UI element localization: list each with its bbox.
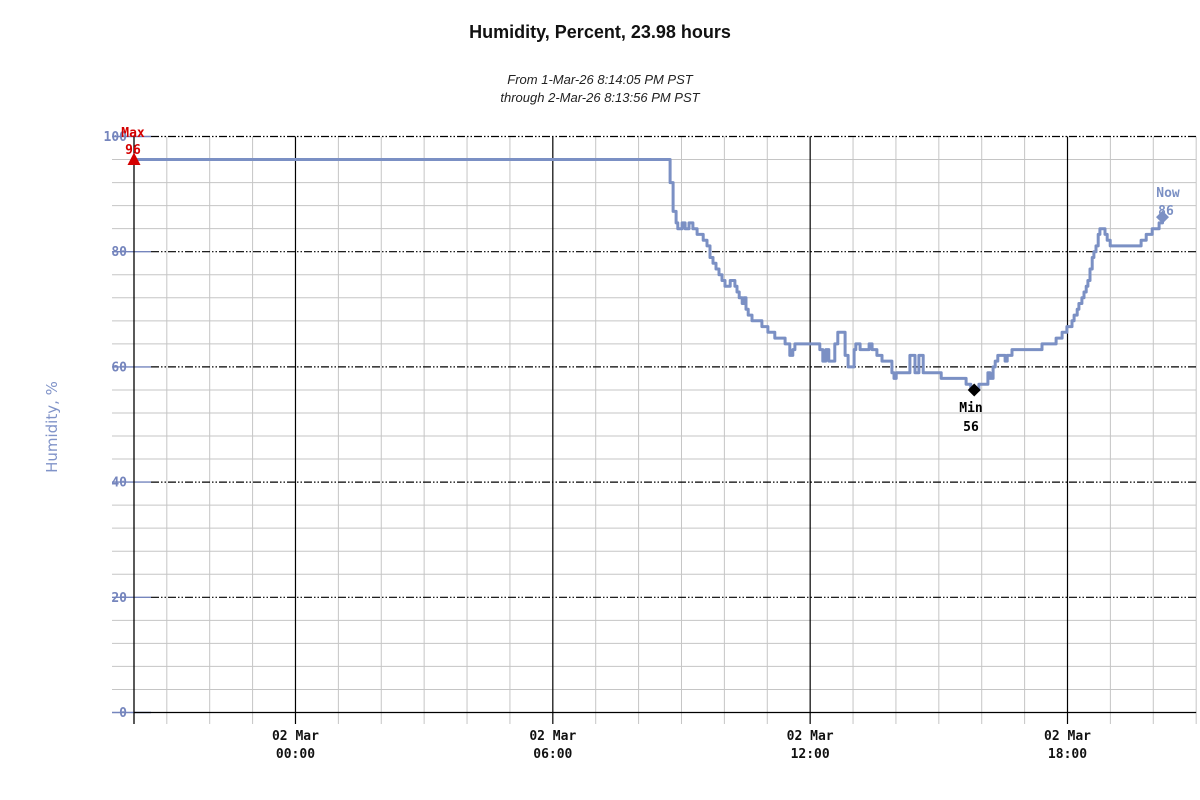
chart-subtitle-from: From 1-Mar-26 8:14:05 PM PST — [507, 72, 693, 87]
x-tick-date-label: 02 Mar — [1044, 729, 1091, 744]
max-marker-icon — [127, 152, 141, 166]
x-tick-time-label: 12:00 — [791, 747, 830, 762]
max-label: Max — [121, 126, 145, 141]
max-value: 96 — [125, 143, 141, 158]
axis-labels: 0 20 40 60 80 100 02 Mar 00:00 02 Mar 06:00 02 Mar… — [43, 126, 1180, 762]
y-tick-label: 20 — [111, 591, 127, 606]
x-tick-time-label: 18:00 — [1048, 747, 1087, 762]
y-tick-label: 40 — [111, 476, 127, 491]
y-tick-label: 80 — [111, 245, 127, 260]
minor-gridlines — [112, 136, 1197, 724]
y-tick-label: 0 — [119, 706, 127, 721]
series — [132, 158, 1164, 392]
min-label: Min — [959, 401, 982, 416]
now-value: 86 — [1158, 204, 1174, 219]
x-tick-time-label: 00:00 — [276, 747, 315, 762]
now-marker-icon — [1156, 210, 1170, 224]
markers — [127, 152, 1170, 397]
y-axis-title: Humidity, % — [43, 381, 61, 473]
now-label: Now — [1156, 186, 1180, 201]
humidity-line — [132, 158, 1164, 392]
x-tick-date-label: 02 Mar — [529, 729, 576, 744]
x-tick-date-label: 02 Mar — [787, 729, 834, 744]
chart-title: Humidity, Percent, 23.98 hours — [469, 22, 731, 42]
min-value: 56 — [963, 420, 979, 435]
x-tick-time-label: 06:00 — [533, 747, 572, 762]
min-marker-icon — [967, 383, 981, 397]
y-tick-label: 100 — [104, 130, 128, 145]
chart-subtitle-through: through 2-Mar-26 8:13:56 PM PST — [500, 90, 700, 105]
axes — [112, 135, 1197, 724]
y-tick-label: 60 — [111, 360, 127, 375]
x-tick-date-label: 02 Mar — [272, 729, 319, 744]
major-gridlines — [151, 135, 1197, 724]
